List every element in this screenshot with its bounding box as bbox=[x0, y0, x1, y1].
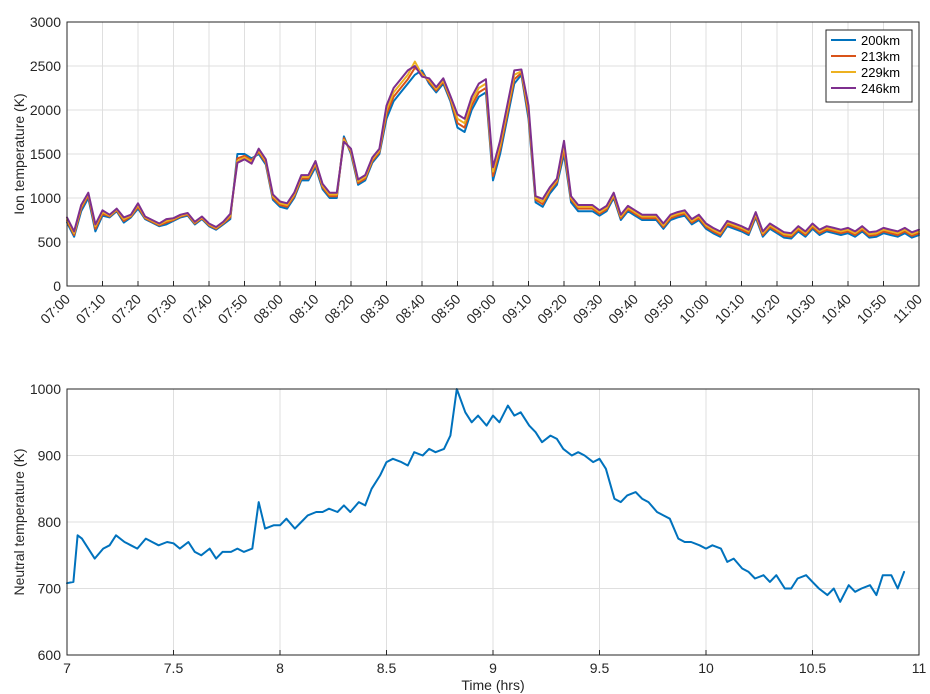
neutral-x-tick-label: 10.5 bbox=[799, 660, 826, 676]
ion-y-tick-label: 0 bbox=[53, 278, 61, 294]
ion-x-tick-label: 10:20 bbox=[747, 291, 783, 327]
ion-x-tick-label: 09:30 bbox=[570, 291, 606, 327]
ion-x-tick-label: 09:20 bbox=[534, 291, 570, 327]
ion-x-tick-label: 11:00 bbox=[890, 291, 926, 327]
ion-x-tick-label: 08:20 bbox=[321, 291, 357, 327]
ion-x-tick-label: 08:50 bbox=[428, 291, 464, 327]
neutral-x-tick-label: 10 bbox=[698, 660, 714, 676]
legend-entry-246km: 246km bbox=[831, 81, 900, 96]
ion-x-tick-label: 09:10 bbox=[499, 291, 535, 327]
ion-x-tick-label: 08:40 bbox=[392, 291, 428, 327]
ion-x-tick-label: 08:30 bbox=[357, 291, 393, 327]
ion-y-tick-label: 500 bbox=[38, 234, 62, 250]
neutral-x-tick-label: 7 bbox=[63, 660, 71, 676]
ion-x-tick-label: 10:00 bbox=[676, 291, 712, 327]
neutral-y-tick-label: 700 bbox=[38, 581, 62, 597]
ion-x-tick-label: 08:10 bbox=[286, 291, 322, 327]
neutral-temperature-panel: 7 7.5 8 8.5 9 9.5 10 10.5 11 600 700 800 900 1000 Ne… bbox=[11, 381, 926, 693]
ion-y-tick-label: 1000 bbox=[30, 190, 61, 206]
ion-x-tick-label: 10:10 bbox=[712, 291, 748, 327]
ion-x-tick-label: 10:50 bbox=[854, 291, 890, 327]
ion-x-tick-label: 08:00 bbox=[250, 291, 286, 327]
neutral-series-lines bbox=[66, 388, 906, 603]
legend-label-213km: 213km bbox=[861, 49, 900, 64]
neutral-y-tick-label: 800 bbox=[38, 514, 62, 530]
ion-x-tick-label: 10:40 bbox=[818, 291, 854, 327]
neutral-y-tick-label: 900 bbox=[38, 448, 62, 464]
ion-y-axis-label: Ion temperature (K) bbox=[11, 93, 27, 214]
legend-label-200km: 200km bbox=[861, 33, 900, 48]
ion-x-tick-label: 09:00 bbox=[463, 291, 499, 327]
ion-x-tick-label: 07:00 bbox=[37, 291, 73, 327]
ion-x-tick-label: 07:40 bbox=[179, 291, 215, 327]
neutral-x-tick-label: 9.5 bbox=[590, 660, 610, 676]
legend-box bbox=[825, 29, 913, 103]
legend-label-229km: 229km bbox=[861, 65, 900, 80]
neutral-y-tick-label: 1000 bbox=[30, 381, 61, 397]
ion-x-tick-label: 10:30 bbox=[783, 291, 819, 327]
ion-y-ticks: 0 500 1000 1500 2000 2500 3000 bbox=[30, 14, 61, 294]
neutral-grid bbox=[66, 388, 920, 656]
legend-entry-229km: 229km bbox=[831, 65, 900, 80]
ion-y-tick-label: 1500 bbox=[30, 146, 61, 162]
ion-y-tick-label: 3000 bbox=[30, 14, 61, 30]
ion-y-tick-label: 2500 bbox=[30, 58, 61, 74]
neutral-x-axis-label: Time (hrs) bbox=[461, 677, 524, 693]
neutral-y-tick-label: 600 bbox=[38, 647, 62, 663]
neutral-x-tick-label: 9 bbox=[489, 660, 497, 676]
ion-x-ticks: 07:00 07:10 07:20 07:30 07:40 07:50 08:00 08:10… bbox=[37, 281, 925, 327]
neutral-y-ticks: 600 700 800 900 1000 bbox=[30, 381, 61, 663]
ion-x-tick-label: 09:50 bbox=[641, 291, 677, 327]
neutral-x-tick-label: 8 bbox=[276, 660, 284, 676]
ion-grid bbox=[66, 21, 920, 287]
ion-x-tick-label: 07:50 bbox=[215, 291, 251, 327]
neutral-y-axis-label: Neutral temperature (K) bbox=[11, 448, 27, 595]
series-line-neutral-temperature bbox=[66, 388, 906, 603]
ion-x-tick-label: 07:30 bbox=[144, 291, 180, 327]
ion-series-lines bbox=[66, 60, 920, 240]
neutral-x-tick-label: 7.5 bbox=[164, 660, 184, 676]
neutral-x-tick-label: 8.5 bbox=[377, 660, 397, 676]
legend-label-246km: 246km bbox=[861, 81, 900, 96]
ion-x-tick-label: 07:10 bbox=[73, 291, 109, 327]
series-line-246km bbox=[66, 65, 920, 235]
ion-x-tick-label: 09:40 bbox=[605, 291, 641, 327]
neutral-x-tick-label: 11 bbox=[912, 660, 927, 676]
legend-entry-213km: 213km bbox=[831, 49, 900, 64]
ion-x-tick-label: 07:20 bbox=[108, 291, 144, 327]
ion-legend: 200km 213km 229km 246km bbox=[825, 29, 913, 103]
legend-entry-200km: 200km bbox=[831, 33, 900, 48]
ion-temperature-panel: 07:00 07:10 07:20 07:30 07:40 07:50 08:00 08:10… bbox=[11, 14, 925, 327]
ion-y-tick-label: 2000 bbox=[30, 102, 61, 118]
neutral-x-ticks: 7 7.5 8 8.5 9 9.5 10 10.5 11 bbox=[63, 650, 926, 676]
